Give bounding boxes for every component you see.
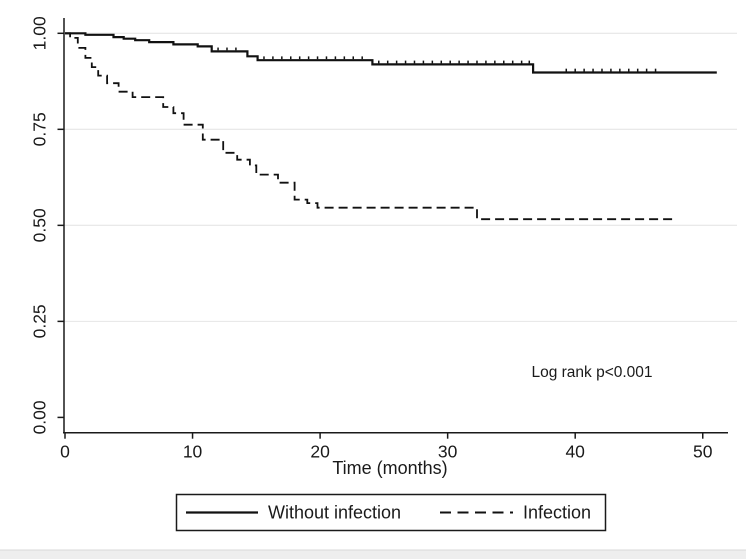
- bottom-strip: [0, 550, 746, 559]
- x-tick-label: 30: [438, 442, 458, 462]
- x-tick-label: 20: [310, 442, 330, 462]
- curve-without-infection: [65, 32, 717, 74]
- x-axis-ticks: 0 10 20 30 40 50: [60, 432, 713, 462]
- y-tick-label: 0.50: [30, 208, 50, 242]
- curve-infection: [65, 32, 674, 221]
- legend: Without infection Infection: [175, 493, 607, 532]
- y-tick-label: 1.00: [30, 16, 50, 50]
- gridlines: [64, 32, 737, 322]
- legend-label-infection: Infection: [523, 503, 591, 523]
- y-tick-label: 0.25: [30, 304, 50, 338]
- x-tick-label: 10: [183, 442, 203, 462]
- y-tick-label: 0.75: [30, 112, 50, 146]
- survival-curves: [65, 32, 717, 221]
- x-tick-label: 40: [565, 442, 585, 462]
- y-tick-label: 0.00: [30, 400, 50, 434]
- log-rank-annotation: Log rank p<0.001: [531, 364, 652, 381]
- x-tick-label: 0: [60, 442, 70, 462]
- x-axis-title: Time (months): [332, 458, 447, 478]
- x-tick-label: 50: [693, 442, 713, 462]
- legend-label-without-infection: Without infection: [268, 503, 401, 523]
- y-axis-ticks: 1.00 0.75 0.50 0.25 0.00: [30, 16, 64, 434]
